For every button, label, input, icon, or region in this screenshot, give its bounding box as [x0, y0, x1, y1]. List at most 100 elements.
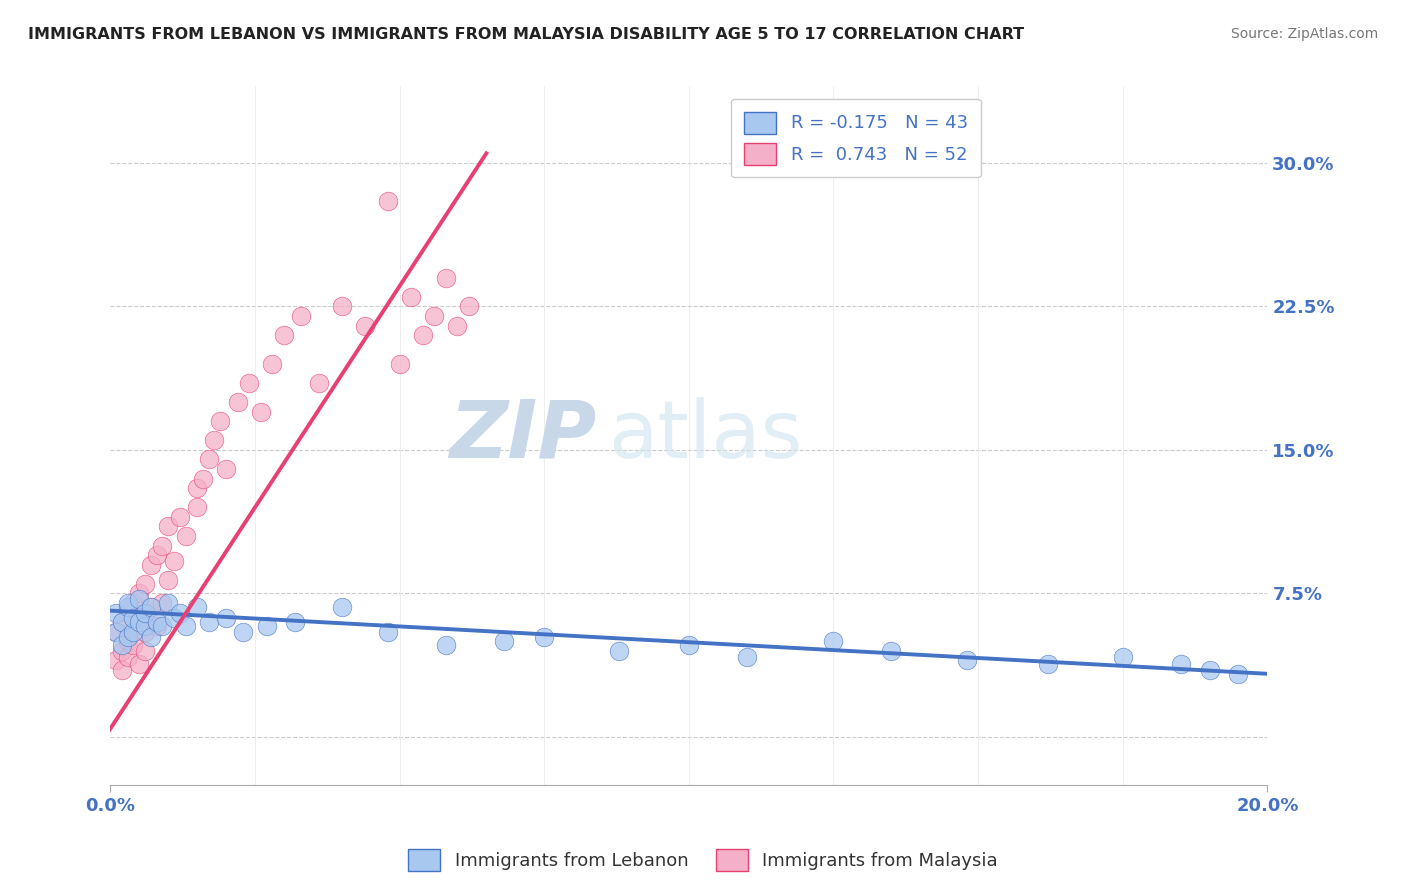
Point [215, 462, 238, 476]
Point [330, 300, 353, 314]
Point [105, 624, 128, 639]
Point [134, 619, 156, 633]
Point [955, 653, 977, 667]
Point [117, 634, 139, 648]
Point [377, 624, 399, 639]
Point [169, 509, 191, 524]
Point [423, 309, 446, 323]
Point [157, 519, 180, 533]
Point [134, 606, 156, 620]
Point [105, 653, 128, 667]
Point [105, 624, 128, 639]
Point [128, 611, 150, 625]
Point [399, 290, 422, 304]
Point [157, 573, 180, 587]
Point [290, 309, 312, 323]
Point [434, 638, 457, 652]
Point [169, 606, 191, 620]
Point [111, 638, 134, 652]
Point [134, 577, 156, 591]
Point [128, 657, 150, 672]
Point [122, 624, 145, 639]
Point [1227, 666, 1250, 681]
Point [197, 615, 219, 629]
Point [377, 194, 399, 209]
Point [273, 328, 295, 343]
Point [117, 596, 139, 610]
Point [111, 663, 134, 677]
Point [122, 624, 145, 639]
Point [446, 318, 468, 333]
Text: IMMIGRANTS FROM LEBANON VS IMMIGRANTS FROM MALAYSIA DISABILITY AGE 5 TO 17 CORRE: IMMIGRANTS FROM LEBANON VS IMMIGRANTS FR… [28, 27, 1024, 42]
Point [117, 606, 139, 620]
Point [117, 649, 139, 664]
Point [308, 376, 330, 390]
Point [388, 357, 411, 371]
Point [226, 395, 249, 409]
Point [117, 599, 139, 614]
Point [262, 357, 284, 371]
Point [354, 318, 377, 333]
Point [238, 376, 260, 390]
Point [174, 619, 197, 633]
Point [105, 606, 128, 620]
Point [458, 300, 481, 314]
Point [1112, 649, 1135, 664]
Point [134, 624, 156, 639]
Point [134, 644, 156, 658]
Point [412, 328, 434, 343]
Point [735, 649, 758, 664]
Point [145, 615, 167, 629]
Point [284, 615, 307, 629]
Point [128, 592, 150, 607]
Point [145, 548, 167, 562]
Point [1198, 663, 1220, 677]
Text: atlas: atlas [607, 397, 803, 475]
Point [232, 624, 254, 639]
Point [150, 596, 173, 610]
Point [609, 644, 631, 658]
Point [1036, 657, 1059, 672]
Text: Source: ZipAtlas.com: Source: ZipAtlas.com [1230, 27, 1378, 41]
Point [139, 599, 162, 614]
Point [197, 452, 219, 467]
Point [330, 599, 353, 614]
Point [145, 619, 167, 633]
Point [150, 619, 173, 633]
Point [533, 631, 555, 645]
Point [186, 599, 208, 614]
Point [122, 638, 145, 652]
Point [256, 619, 278, 633]
Point [249, 404, 271, 418]
Point [215, 611, 238, 625]
Point [678, 638, 700, 652]
Point [174, 529, 197, 543]
Point [163, 554, 186, 568]
Point [204, 434, 226, 448]
Point [122, 596, 145, 610]
Point [434, 270, 457, 285]
Point [1170, 657, 1192, 672]
Legend: R = -0.175   N = 43, R =  0.743   N = 52: R = -0.175 N = 43, R = 0.743 N = 52 [731, 99, 980, 178]
Point [880, 644, 903, 658]
Point [139, 599, 162, 614]
Point [117, 631, 139, 645]
Point [128, 586, 150, 600]
Point [122, 611, 145, 625]
Point [191, 472, 214, 486]
Point [111, 615, 134, 629]
Point [139, 558, 162, 572]
Point [111, 615, 134, 629]
Point [209, 414, 232, 428]
Legend: Immigrants from Lebanon, Immigrants from Malaysia: Immigrants from Lebanon, Immigrants from… [401, 842, 1005, 879]
Point [157, 596, 180, 610]
Point [150, 539, 173, 553]
Point [492, 634, 515, 648]
Point [823, 634, 845, 648]
Point [111, 644, 134, 658]
Point [186, 500, 208, 515]
Point [186, 481, 208, 495]
Point [128, 615, 150, 629]
Text: ZIP: ZIP [449, 397, 596, 475]
Point [163, 611, 186, 625]
